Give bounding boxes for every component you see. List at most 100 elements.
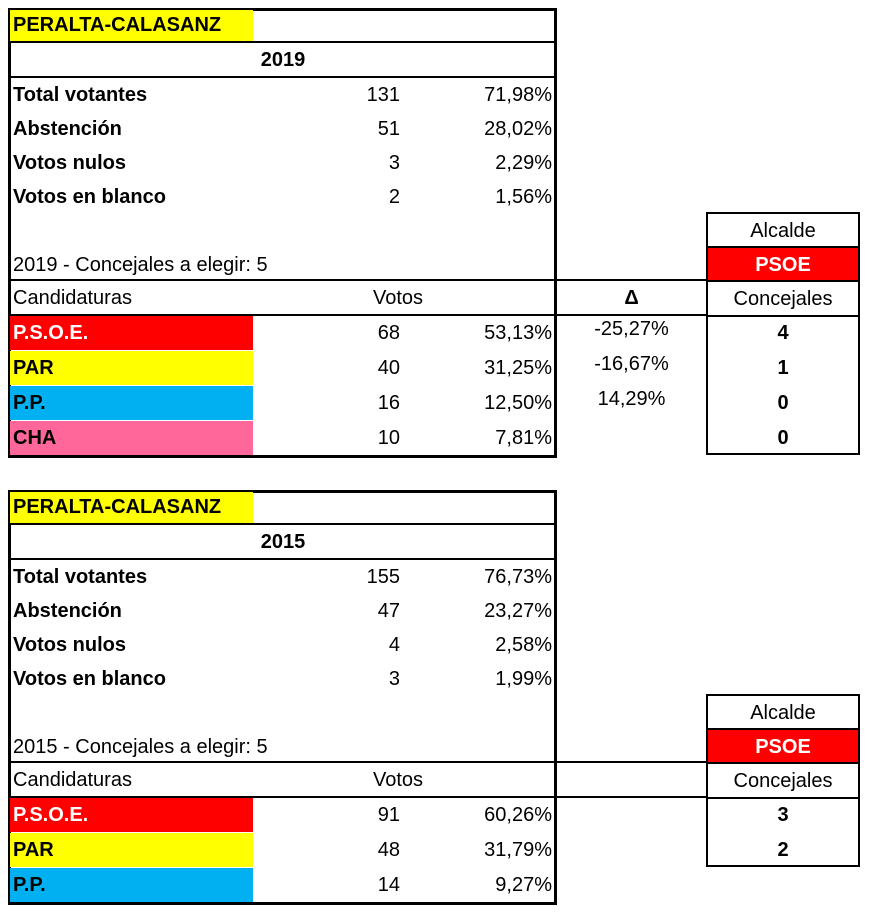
divider — [8, 41, 557, 43]
divider — [708, 246, 858, 248]
stat-label: Abstención — [13, 600, 122, 622]
party-votes: 16 — [377, 392, 400, 414]
year-heading: 2015 — [260, 531, 306, 553]
party-delta: 14,29% — [597, 388, 666, 410]
header-votos: Votos — [373, 287, 424, 309]
stat-value: 3 — [388, 668, 400, 690]
party-votes: 10 — [377, 427, 400, 449]
stat-percent: 1,99% — [495, 668, 552, 690]
alcalde-box: Alcalde PSOE Concejales — [706, 212, 860, 455]
divider — [8, 558, 557, 560]
party-name: CHA — [10, 421, 253, 455]
party-seats: 0 — [777, 392, 789, 414]
party-name: P.P. — [10, 868, 253, 902]
party-row: P.P. 14 9,27% — [8, 868, 868, 903]
header-candidaturas: Candidaturas — [13, 287, 132, 309]
party-percent: 9,27% — [495, 874, 552, 896]
concejales-note: 2015 - Concejales a elegir: 5 — [13, 736, 268, 758]
party-votes: 68 — [377, 322, 400, 344]
stat-value: 51 — [377, 118, 400, 140]
party-name: PAR — [10, 351, 253, 385]
divider — [8, 314, 706, 316]
party-seats — [708, 868, 858, 902]
party-delta: -16,67% — [594, 353, 669, 375]
header-concejales: Concejales — [733, 288, 833, 310]
stat-value: 2 — [388, 186, 400, 208]
party-votes: 14 — [377, 874, 400, 896]
party-delta — [557, 864, 706, 898]
header-concejales: Concejales — [733, 770, 833, 792]
stat-percent: 1,56% — [495, 186, 552, 208]
party-name: P.S.O.E. — [10, 798, 253, 832]
party-percent: 31,79% — [484, 839, 552, 861]
party-name: P.S.O.E. — [10, 316, 253, 350]
party-name: P.P. — [10, 386, 253, 420]
divider — [8, 796, 706, 798]
stat-label: Votos nulos — [13, 152, 126, 174]
divider — [8, 279, 706, 281]
divider — [708, 728, 858, 730]
divider — [8, 761, 706, 763]
party-seats: 3 — [777, 804, 789, 826]
stat-percent: 23,27% — [484, 600, 552, 622]
divider — [708, 762, 858, 764]
party-percent: 12,50% — [484, 392, 552, 414]
stat-value: 4 — [388, 634, 400, 656]
municipality-title: PERALTA-CALASANZ — [10, 10, 253, 41]
stat-label: Total votantes — [13, 84, 148, 106]
alcalde-label: Alcalde — [750, 702, 816, 724]
party-row: CHA 10 7,81% 0 — [8, 421, 868, 456]
divider — [8, 76, 557, 78]
party-percent: 31,25% — [484, 357, 552, 379]
alcalde-party: PSOE — [708, 730, 858, 764]
stat-value: 3 — [388, 152, 400, 174]
stat-label: Abstención — [13, 118, 122, 140]
stat-value: 155 — [366, 566, 400, 588]
stat-label: Total votantes — [13, 566, 148, 588]
concejales-note: 2019 - Concejales a elegir: 5 — [13, 254, 268, 276]
stat-label: Votos en blanco — [13, 186, 166, 208]
party-row: PAR 40 31,25% -16,67% 1 — [8, 351, 868, 386]
header-delta — [557, 763, 706, 797]
divider — [708, 315, 858, 317]
divider — [708, 797, 858, 799]
header-votos: Votos — [373, 769, 424, 791]
party-seats: 4 — [777, 322, 789, 344]
table-frame — [8, 8, 557, 458]
municipality-title: PERALTA-CALASANZ — [10, 492, 253, 523]
party-votes: 48 — [377, 839, 400, 861]
party-row: PAR 48 31,79% 2 — [8, 833, 868, 868]
alcalde-box: Alcalde PSOE Concejales — [706, 694, 860, 867]
alcalde-party: PSOE — [708, 248, 858, 282]
party-percent: 60,26% — [484, 804, 552, 826]
stat-percent: 2,29% — [495, 152, 552, 174]
party-row: P.S.O.E. 91 60,26% 3 — [8, 798, 868, 833]
table-frame — [8, 490, 557, 905]
party-seats: 0 — [777, 427, 789, 449]
year-heading: 2019 — [260, 49, 306, 71]
party-delta — [557, 829, 706, 863]
party-percent: 53,13% — [484, 322, 552, 344]
stat-value: 47 — [377, 600, 400, 622]
party-seats: 2 — [777, 839, 789, 861]
party-percent: 7,81% — [495, 427, 552, 449]
header-delta: Δ — [624, 287, 639, 309]
divider — [708, 280, 858, 282]
header-candidaturas: Candidaturas — [13, 769, 132, 791]
party-votes: 40 — [377, 357, 400, 379]
party-row: P.S.O.E. 68 53,13% -25,27% 4 — [8, 316, 868, 351]
stat-percent: 71,98% — [484, 84, 552, 106]
stat-value: 131 — [366, 84, 400, 106]
party-row: P.P. 16 12,50% 14,29% 0 — [8, 386, 868, 421]
stat-label: Votos en blanco — [13, 668, 166, 690]
stat-percent: 76,73% — [484, 566, 552, 588]
party-delta: -25,27% — [594, 318, 669, 340]
party-delta — [557, 417, 706, 451]
party-delta — [557, 794, 706, 828]
party-votes: 91 — [377, 804, 400, 826]
party-seats: 1 — [777, 357, 789, 379]
party-name: PAR — [10, 833, 253, 867]
stat-label: Votos nulos — [13, 634, 126, 656]
stat-percent: 2,58% — [495, 634, 552, 656]
stat-percent: 28,02% — [484, 118, 552, 140]
